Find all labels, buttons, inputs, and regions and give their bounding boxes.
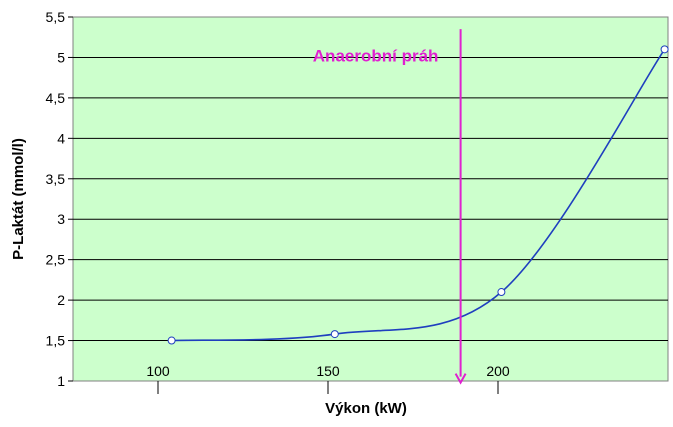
x-axis-title: Výkon (kW): [325, 400, 407, 417]
data-point: [660, 45, 669, 54]
y-tick-label: 3: [57, 211, 65, 227]
y-tick-label: 1,5: [46, 333, 66, 349]
y-tick-label: 5: [57, 49, 65, 65]
y-tick-label: 1: [57, 373, 65, 389]
data-point: [497, 288, 506, 297]
y-tick-label: 3,5: [46, 171, 66, 187]
grid-lines: [73, 56, 668, 342]
x-axis-ticks: 100 150 200: [146, 363, 510, 394]
data-point: [167, 336, 176, 345]
plot-area: [72, 16, 669, 382]
data-point: [330, 330, 339, 339]
y-tick-label: 2,5: [46, 252, 66, 268]
y-tick-label: 4,5: [46, 90, 66, 106]
y-axis-ticks: 1 1,5 2 2,5 3 3,5 4 4,5 5 5,5: [46, 9, 73, 389]
annotation-arrow-head: [454, 373, 467, 385]
series-line: [171, 48, 666, 342]
y-tick-label: 4: [57, 130, 65, 146]
x-tick-label: 100: [146, 363, 170, 379]
y-tick-label: 2: [57, 292, 65, 308]
y-tick-label: 5,5: [46, 9, 66, 25]
data-points: [167, 45, 669, 345]
annotation-label: Anaerobní práh: [313, 46, 439, 65]
y-axis-title: P-Laktát (mmol/l): [10, 138, 27, 260]
x-tick-label: 150: [316, 363, 340, 379]
annotation: Anaerobní práh: [313, 29, 467, 385]
x-tick-label: 200: [486, 363, 510, 379]
